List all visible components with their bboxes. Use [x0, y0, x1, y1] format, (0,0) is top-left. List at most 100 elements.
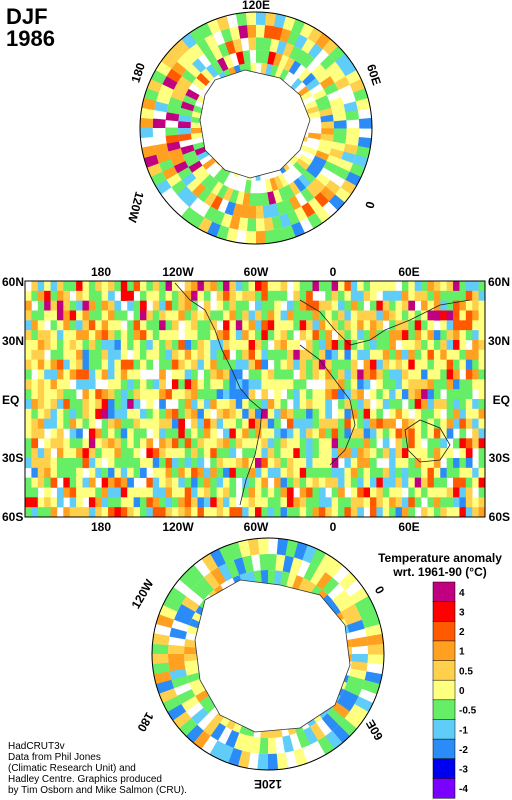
grid-cell [433, 458, 441, 469]
grid-cell [421, 300, 428, 311]
grid-cell [76, 349, 83, 360]
grid-cell [334, 166, 350, 181]
grid-cell [203, 379, 211, 390]
grid-cell [165, 458, 173, 469]
grid-cell [357, 349, 364, 360]
grid-cell [414, 467, 422, 478]
grid-cell [472, 408, 479, 419]
grid-cell [216, 408, 224, 419]
grid-cell [408, 379, 416, 390]
grid-cell [300, 53, 315, 69]
grid-cell [421, 281, 428, 292]
grid-cell [179, 107, 193, 117]
grid-cell [344, 290, 352, 301]
grid-cell [261, 477, 269, 488]
grid-cell [37, 448, 45, 459]
grid-cell [165, 340, 173, 351]
grid-cell [232, 38, 243, 53]
grid-cell [216, 399, 224, 410]
grid-cell [191, 349, 198, 360]
grid-cell [299, 369, 307, 380]
grid-cell [453, 349, 460, 360]
grid-cell [433, 448, 441, 459]
grid-cell [50, 379, 58, 390]
grid-cell [478, 399, 486, 410]
grid-cell [446, 507, 454, 518]
grid-cell [286, 477, 294, 488]
grid-cell [69, 497, 77, 508]
grid-cell [120, 428, 128, 439]
legend-label: -4 [459, 784, 468, 795]
grid-cell [401, 349, 409, 360]
grid-cell [185, 155, 200, 167]
grid-cell [159, 458, 166, 469]
grid-cell [50, 477, 58, 488]
grid-cell [56, 399, 64, 410]
grid-cell [338, 330, 345, 341]
grid-cell [311, 63, 326, 79]
grid-cell [203, 408, 211, 419]
grid-cell [357, 497, 364, 508]
grid-cell [169, 627, 187, 640]
grid-cell [408, 320, 416, 331]
grid-cell [140, 340, 147, 351]
grid-cell [197, 507, 205, 518]
grid-cell [421, 487, 428, 498]
grid-cell [56, 408, 64, 419]
grid-cell [156, 613, 175, 629]
grid-cell [229, 300, 237, 311]
grid-cell [203, 507, 211, 518]
grid-cell [223, 389, 230, 400]
grid-cell [166, 68, 182, 83]
grid-cell [286, 438, 294, 449]
grid-cell [37, 467, 45, 478]
grid-cell [408, 467, 416, 478]
grid-cell [37, 290, 45, 301]
grid-cell [389, 399, 396, 410]
grid-cell [280, 399, 288, 410]
grid-cell [472, 418, 479, 429]
grid-cell [306, 497, 313, 508]
grid-cell [433, 477, 441, 488]
grid-cell [318, 349, 326, 360]
grid-cell [276, 752, 289, 770]
grid-cell [133, 428, 141, 439]
grid-cell [267, 290, 275, 301]
grid-cell [255, 205, 264, 219]
grid-cell [453, 467, 460, 478]
grid-cell [338, 310, 345, 321]
grid-cell [472, 310, 479, 321]
grid-cell [108, 458, 115, 469]
grid-cell [459, 359, 467, 370]
grid-cell [285, 572, 298, 591]
grid-cell [191, 281, 198, 292]
grid-cell [331, 467, 339, 478]
grid-cell [171, 359, 179, 370]
grid-cell [376, 428, 384, 439]
grid-cell [350, 310, 358, 321]
grid-cell [331, 389, 339, 400]
grid-cell [267, 507, 275, 518]
grid-cell [248, 379, 256, 390]
grid-cell [325, 359, 332, 370]
grid-cell [171, 448, 179, 459]
grid-cell [286, 359, 294, 370]
grid-cell [56, 300, 64, 311]
grid-cell [408, 340, 416, 351]
grid-cell [133, 310, 141, 321]
grid-cell [147, 78, 163, 93]
grid-cell [309, 160, 324, 174]
grid-cell [344, 389, 352, 400]
grid-cell [344, 428, 352, 439]
grid-cell [229, 389, 237, 400]
grid-cell [25, 320, 32, 331]
legend-label: -1 [459, 725, 468, 736]
grid-cell [177, 127, 191, 135]
grid-cell [350, 448, 358, 459]
grid-cell [326, 154, 342, 167]
grid-cell [95, 320, 102, 331]
grid-cell [465, 399, 473, 410]
grid-cell [280, 359, 288, 370]
grid-cell [446, 467, 454, 478]
grid-cell [248, 349, 256, 360]
